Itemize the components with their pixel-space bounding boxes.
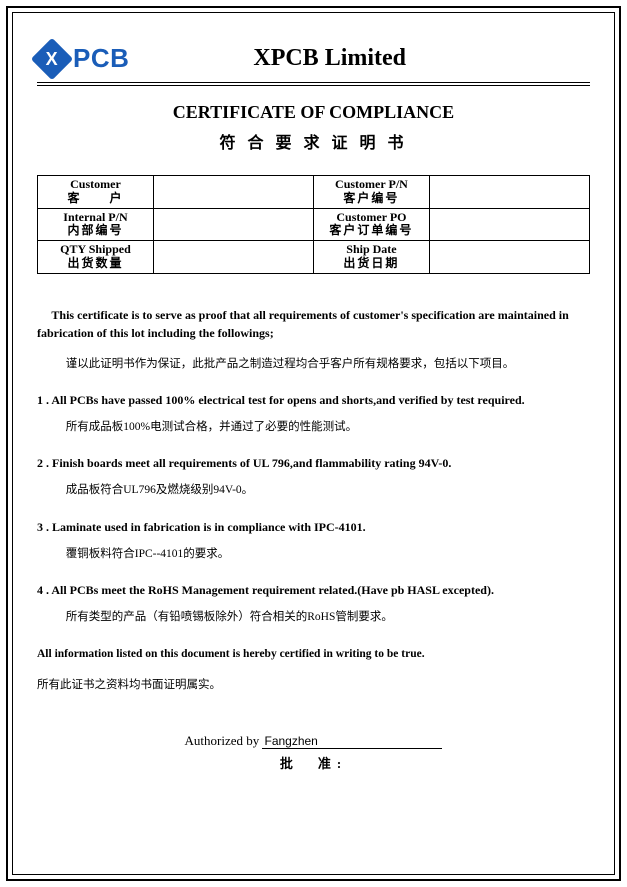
document-body: X PCB XPCB Limited CERTIFICATE OF COMPLI… xyxy=(12,12,615,875)
compliance-item-en: 3 . Laminate used in fabrication is in c… xyxy=(37,518,590,536)
logo-mark-icon: X xyxy=(31,37,73,79)
logo: X PCB xyxy=(37,43,129,74)
closing-zh: 所有此证书之资料均书面证明属实。 xyxy=(37,677,590,694)
compliance-item-zh: 成品板符合UL796及燃烧级别94V-0。 xyxy=(66,482,590,499)
company-name: XPCB Limited xyxy=(129,45,590,72)
certificate-title-en: CERTIFICATE OF COMPLIANCE xyxy=(37,102,590,123)
compliance-item-en: 1 . All PCBs have passed 100% electrical… xyxy=(37,391,590,409)
body: This certificate is to serve as proof th… xyxy=(37,306,590,695)
signature-block: Authorized by Fangzhen 批 准: xyxy=(37,733,590,772)
field-label: Customer客 户 xyxy=(38,176,153,208)
intro-en: This certificate is to serve as proof th… xyxy=(37,306,590,342)
header-divider xyxy=(37,82,590,86)
field-label: Ship Date出货日期 xyxy=(314,241,429,273)
field-value xyxy=(429,176,589,209)
table-row: QTY Shipped出货数量 Ship Date出货日期 xyxy=(38,241,590,274)
certificate-title-zh: 符 合 要 求 证 明 书 xyxy=(37,129,590,153)
field-label: Customer PO客户订单编号 xyxy=(314,209,429,241)
authorized-by-label: Authorized by xyxy=(185,733,260,748)
field-value xyxy=(153,208,313,241)
compliance-item-en: 4 . All PCBs meet the RoHS Management re… xyxy=(37,581,590,599)
header: X PCB XPCB Limited xyxy=(37,43,590,74)
info-table: Customer客 户Customer P/N客户编号Internal P/N内… xyxy=(37,175,590,274)
field-label: Internal P/N内部编号 xyxy=(38,209,153,241)
compliance-item-en: 2 . Finish boards meet all requirements … xyxy=(37,454,590,472)
field-value xyxy=(429,241,589,274)
field-label: QTY Shipped出货数量 xyxy=(38,241,153,273)
logo-text: PCB xyxy=(73,43,129,74)
compliance-item-zh: 覆铜板料符合IPC--4101的要求。 xyxy=(66,546,590,563)
logo-mark-letter: X xyxy=(46,48,58,69)
field-value xyxy=(429,208,589,241)
intro-zh: 谨以此证明书作为保证，此批产品之制造过程均合乎客户所有规格要求，包括以下项目。 xyxy=(37,356,590,373)
compliance-item-zh: 所有类型的产品（有铅喷锡板除外）符合相关的RoHS管制要求。 xyxy=(66,609,590,626)
closing-en: All information listed on this document … xyxy=(37,646,590,663)
compliance-item-zh: 所有成品板100%电测试合格，并通过了必要的性能测试。 xyxy=(66,419,590,436)
field-label: Customer P/N客户编号 xyxy=(314,176,429,208)
signature-name: Fangzhen xyxy=(262,734,442,749)
field-value xyxy=(153,176,313,209)
authorized-by-label-zh: 批 准: xyxy=(37,753,590,772)
table-row: Internal P/N内部编号 Customer PO客户订单编号 xyxy=(38,208,590,241)
field-value xyxy=(153,241,313,274)
table-row: Customer客 户 Customer P/N客户编号 xyxy=(38,176,590,209)
